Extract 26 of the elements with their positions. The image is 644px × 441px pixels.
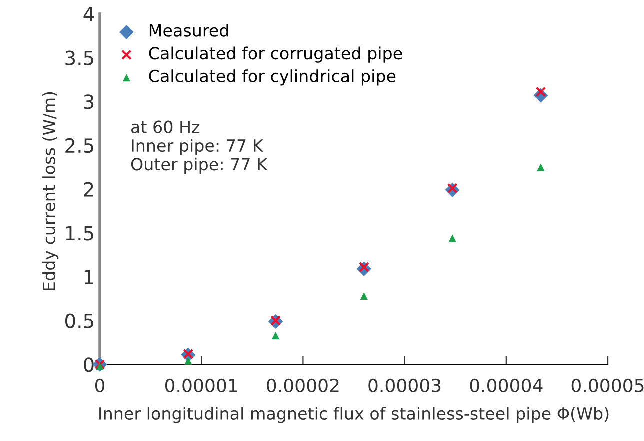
x-tick-label: 0.00005 xyxy=(572,378,644,392)
point xyxy=(448,234,456,242)
legend-label: Measured xyxy=(150,24,228,37)
y-tick-label: 1 xyxy=(84,270,94,284)
y-tick-label: 3 xyxy=(84,94,94,110)
legend-label: Calculated for corrugated pipe xyxy=(149,46,402,63)
point xyxy=(537,164,545,172)
y-tick-label: 2.5 xyxy=(66,138,94,154)
x-tick-label: 0 xyxy=(95,378,105,392)
y-tick-label: 0.5 xyxy=(66,314,94,328)
point xyxy=(272,332,280,340)
y-tick-label: 1.5 xyxy=(66,226,94,241)
y-tick-label: 2 xyxy=(84,182,94,197)
x-tick-label: 0.00002 xyxy=(267,378,339,392)
y-tick-label: 3.5 xyxy=(66,50,94,66)
legend-label: Calculated for cylindrical pipe xyxy=(149,70,396,86)
y-tick-label: 0 xyxy=(84,358,94,372)
point xyxy=(184,357,192,365)
y-tick-label: 4 xyxy=(84,7,94,22)
annotation: at 60 Hz Inner pipe: 77 K Outer pipe: 77 K xyxy=(131,120,268,174)
y-axis-title: Eddy current loss (W/m) xyxy=(42,92,59,290)
x-axis-title: Inner longitudinal magnetic flux of stainless-steel pipe Φ(Wb) xyxy=(100,407,609,424)
x-tick-label: 0.00001 xyxy=(165,378,238,392)
x-tick-label: 0.00003 xyxy=(368,378,441,392)
x-tick-label: 0.00004 xyxy=(470,378,543,392)
point xyxy=(360,292,368,300)
